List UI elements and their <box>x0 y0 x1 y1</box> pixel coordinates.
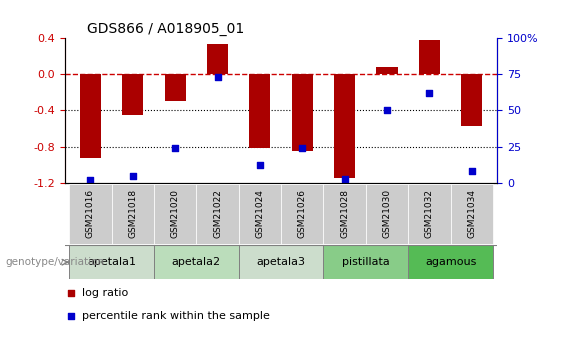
Bar <box>323 184 366 244</box>
Bar <box>69 184 112 244</box>
Text: GSM21034: GSM21034 <box>467 189 476 238</box>
Point <box>171 145 180 151</box>
Bar <box>164 74 186 101</box>
Bar <box>451 184 493 244</box>
Text: pistillata: pistillata <box>342 257 390 267</box>
Text: apetala2: apetala2 <box>172 257 221 267</box>
Text: GSM21026: GSM21026 <box>298 189 307 238</box>
Point <box>67 313 76 319</box>
Point <box>340 176 349 181</box>
Bar <box>419 40 440 74</box>
Bar <box>334 74 355 178</box>
Bar <box>238 184 281 244</box>
Bar <box>376 67 398 74</box>
Bar <box>366 184 408 244</box>
Bar <box>238 245 323 279</box>
Text: GSM21030: GSM21030 <box>383 189 392 238</box>
Point <box>425 90 434 96</box>
Bar <box>197 184 238 244</box>
Text: GDS866 / A018905_01: GDS866 / A018905_01 <box>86 21 244 36</box>
Text: GSM21024: GSM21024 <box>255 189 264 238</box>
Bar <box>112 184 154 244</box>
Text: GSM21028: GSM21028 <box>340 189 349 238</box>
Bar <box>154 245 238 279</box>
Text: GSM21020: GSM21020 <box>171 189 180 238</box>
Bar <box>292 74 313 151</box>
Bar <box>461 74 483 126</box>
Bar <box>408 245 493 279</box>
Bar <box>80 74 101 158</box>
Text: GSM21018: GSM21018 <box>128 189 137 238</box>
Text: GSM21032: GSM21032 <box>425 189 434 238</box>
Point <box>86 177 95 183</box>
Bar <box>154 184 197 244</box>
Bar <box>207 44 228 74</box>
Point <box>128 173 137 178</box>
Point <box>255 163 264 168</box>
Point <box>213 74 222 80</box>
Text: apetala1: apetala1 <box>87 257 136 267</box>
Bar <box>323 245 408 279</box>
Text: genotype/variation: genotype/variation <box>6 257 105 267</box>
Bar <box>249 74 271 148</box>
Text: GSM21022: GSM21022 <box>213 189 222 238</box>
Text: agamous: agamous <box>425 257 476 267</box>
Text: log ratio: log ratio <box>82 288 128 298</box>
Point <box>67 290 76 296</box>
Point <box>467 168 476 174</box>
Text: GSM21016: GSM21016 <box>86 189 95 238</box>
Bar <box>122 74 144 115</box>
Point <box>383 108 392 113</box>
Bar <box>69 245 154 279</box>
Point <box>298 145 307 151</box>
Bar <box>408 184 451 244</box>
Text: percentile rank within the sample: percentile rank within the sample <box>82 311 270 321</box>
Bar <box>281 184 323 244</box>
Text: apetala3: apetala3 <box>257 257 306 267</box>
